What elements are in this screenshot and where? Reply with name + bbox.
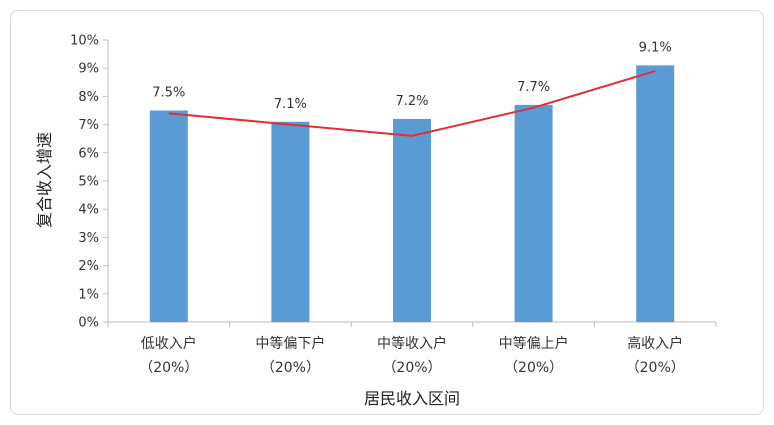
y-tick-label: 2% (78, 259, 99, 274)
y-tick-label: 4% (78, 203, 99, 218)
x-category-label: 中等偏下户 (255, 335, 325, 352)
bar (271, 121, 310, 322)
y-tick-label: 5% (78, 175, 99, 190)
bars (149, 65, 675, 323)
y-tick-label: 8% (78, 90, 99, 105)
trend-line-series (168, 70, 656, 137)
bar (393, 118, 431, 323)
bar (149, 110, 188, 322)
trend-line (168, 70, 656, 137)
data-labels: 7.5% 7.1% 7.2% 7.7% 9.1% (152, 40, 671, 111)
data-label: 7.5% (152, 86, 185, 101)
y-tick-label: 9% (78, 62, 99, 77)
x-category-label: （20%） (261, 360, 320, 376)
data-label: 9.1% (639, 40, 672, 55)
bar (636, 65, 675, 322)
y-tick-label: 7% (78, 118, 99, 133)
x-category-label: 低收入户 (141, 335, 197, 352)
x-category-label: （20%） (504, 360, 563, 376)
x-category-label: （20%） (139, 360, 198, 376)
y-tick-label: 0% (78, 316, 99, 331)
x-axis: 低收入户 （20%） 中等偏下户 （20%） 中等收入户 （20%） 中等偏上户 （20%） 高… (107, 321, 717, 376)
x-category-label: （20%） (626, 360, 685, 376)
x-category-label: 中等收入户 (377, 335, 447, 352)
y-tick-label: 10% (70, 34, 99, 49)
y-tick-label: 6% (78, 146, 99, 161)
x-category-label: （20%） (382, 360, 441, 376)
y-tick-label: 3% (78, 231, 99, 246)
x-category-label: 高收入户 (627, 335, 683, 352)
data-label: 7.2% (395, 94, 428, 109)
data-label: 7.1% (274, 97, 307, 112)
x-category-label: 中等偏上户 (499, 335, 569, 352)
y-axis: 0% 1% 2% 3% 4% 5% 6% 7% 8% 9% 10% (70, 34, 109, 331)
y-axis-title: 复合收入增速 (35, 132, 54, 228)
y-tick-label: 1% (78, 287, 99, 302)
bar (514, 104, 553, 322)
x-axis-title: 居民收入区间 (364, 389, 460, 408)
data-label: 7.7% (517, 80, 550, 95)
